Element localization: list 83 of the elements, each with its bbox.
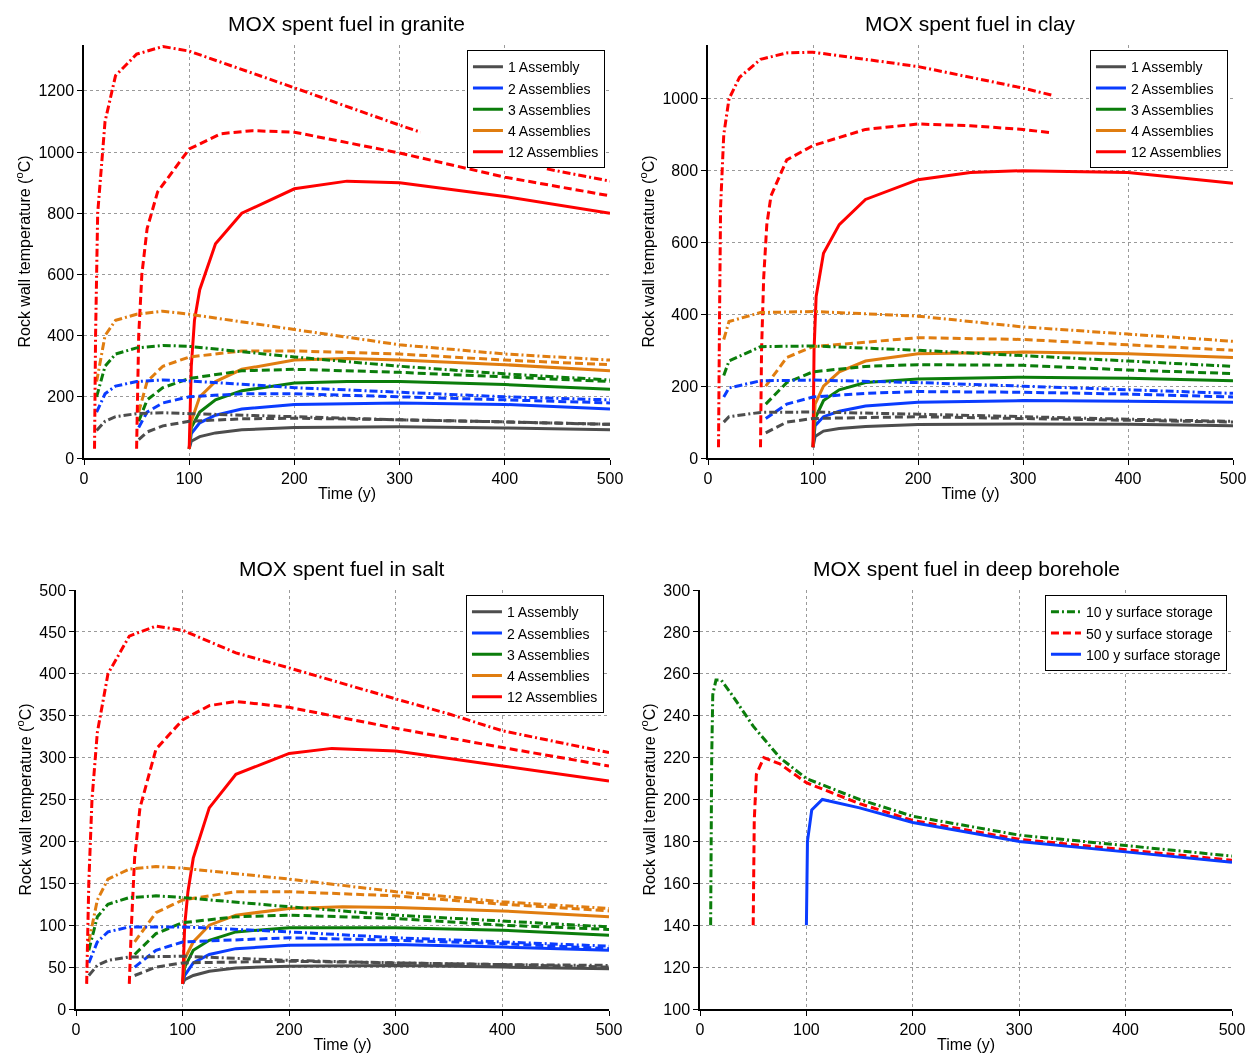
x-tick-label: 400 bbox=[1112, 1020, 1140, 1038]
x-tick-label: 200 bbox=[275, 1020, 303, 1038]
legend-label: 2 Assemblies bbox=[1130, 80, 1214, 97]
y-tick-label: 500 bbox=[39, 581, 67, 599]
x-tick-label: 100 bbox=[175, 469, 203, 487]
chart-title: MOX spent fuel in granite bbox=[228, 12, 465, 35]
x-tick-label: 400 bbox=[489, 1020, 516, 1038]
x-axis-title: Time (y) bbox=[936, 1036, 996, 1054]
chart-title: MOX spent fuel in clay bbox=[865, 12, 1076, 35]
y-tick-label: 260 bbox=[663, 665, 691, 683]
legend-label: 12 Assemblies bbox=[506, 689, 598, 706]
y-tick-label: 600 bbox=[47, 266, 75, 284]
y-tick-label: 300 bbox=[663, 581, 691, 599]
x-tick-label: 500 bbox=[596, 469, 624, 487]
x-tick-label: 400 bbox=[1114, 469, 1142, 487]
y-tick-label: 200 bbox=[39, 833, 67, 850]
legend-label: 12 Assemblies bbox=[507, 144, 599, 161]
legend-label: 1 Assembly bbox=[1130, 59, 1203, 76]
legend-label: 4 Assemblies bbox=[507, 122, 591, 139]
y-tick-label: 1000 bbox=[38, 143, 75, 161]
legend-label: 4 Assemblies bbox=[1130, 122, 1214, 139]
x-axis-title: Time (y) bbox=[317, 485, 377, 503]
legend-label: 1 Assembly bbox=[507, 59, 580, 76]
y-tick-label: 300 bbox=[39, 749, 67, 767]
y-tick-label: 150 bbox=[39, 874, 67, 892]
legend-label: 12 Assemblies bbox=[1130, 144, 1222, 161]
x-tick-label: 100 bbox=[799, 469, 827, 487]
y-tick-label: 100 bbox=[39, 916, 67, 934]
x-tick-label: 300 bbox=[1005, 1020, 1033, 1038]
y-tick-label: 1200 bbox=[38, 82, 75, 100]
legend-label: 3 Assemblies bbox=[507, 101, 591, 118]
x-tick-label: 300 bbox=[386, 469, 414, 487]
x-tick-label: 500 bbox=[1218, 1020, 1246, 1038]
legend-label: 2 Assemblies bbox=[506, 625, 590, 642]
y-tick-label: 220 bbox=[663, 749, 691, 767]
legend-label: 3 Assemblies bbox=[1130, 101, 1214, 118]
x-tick-label: 100 bbox=[793, 1020, 820, 1038]
y-tick-label: 350 bbox=[39, 707, 67, 725]
legend-label: 4 Assemblies bbox=[506, 667, 590, 684]
legend-label: 2 Assemblies bbox=[507, 80, 591, 97]
y-tick-label: 100 bbox=[663, 1000, 691, 1018]
y-tick-label: 180 bbox=[663, 833, 691, 850]
x-tick-label: 100 bbox=[169, 1020, 197, 1038]
x-tick-label: 500 bbox=[595, 1020, 623, 1038]
y-tick-label: 140 bbox=[663, 916, 691, 934]
y-tick-label: 160 bbox=[663, 874, 691, 892]
y-tick-label: 0 bbox=[65, 449, 75, 467]
y-tick-label: 200 bbox=[663, 791, 691, 809]
y-tick-label: 280 bbox=[663, 623, 691, 641]
y-tick-label: 240 bbox=[663, 707, 691, 725]
x-tick-label: 500 bbox=[1219, 469, 1247, 487]
legend-label: 100 y surface storage bbox=[1085, 646, 1221, 663]
x-tick-label: 0 bbox=[703, 469, 713, 487]
x-axis-title: Time (y) bbox=[313, 1036, 372, 1054]
y-tick-label: 50 bbox=[48, 958, 67, 976]
y-tick-label: 0 bbox=[689, 449, 699, 467]
chart-title: MOX spent fuel in salt bbox=[239, 557, 445, 580]
y-tick-label: 800 bbox=[47, 204, 75, 222]
y-tick-label: 450 bbox=[39, 623, 67, 641]
x-tick-label: 200 bbox=[281, 469, 308, 487]
x-tick-label: 200 bbox=[899, 1020, 927, 1038]
y-tick-label: 800 bbox=[671, 162, 699, 180]
legend-label: 1 Assembly bbox=[506, 604, 579, 621]
y-tick-label: 250 bbox=[39, 791, 67, 809]
y-tick-label: 1000 bbox=[662, 90, 699, 108]
y-tick-label: 120 bbox=[663, 958, 691, 976]
legend-label: 10 y surface storage bbox=[1085, 604, 1214, 621]
y-tick-label: 400 bbox=[39, 665, 67, 683]
y-tick-label: 0 bbox=[57, 1000, 67, 1018]
x-tick-label: 300 bbox=[382, 1020, 410, 1038]
chart-title: MOX spent fuel in deep borehole bbox=[813, 557, 1121, 580]
y-tick-label: 200 bbox=[671, 377, 699, 395]
y-tick-label: 600 bbox=[671, 234, 699, 252]
x-tick-label: 400 bbox=[491, 469, 519, 487]
x-axis-title: Time (y) bbox=[941, 485, 1000, 503]
legend-label: 3 Assemblies bbox=[506, 646, 590, 663]
x-tick-label: 200 bbox=[904, 469, 932, 487]
y-tick-label: 400 bbox=[671, 305, 699, 323]
x-tick-label: 300 bbox=[1009, 469, 1037, 487]
y-tick-label: 200 bbox=[47, 388, 75, 406]
legend-label: 50 y surface storage bbox=[1085, 625, 1214, 642]
y-tick-label: 400 bbox=[47, 327, 75, 345]
x-tick-label: 0 bbox=[79, 469, 89, 487]
